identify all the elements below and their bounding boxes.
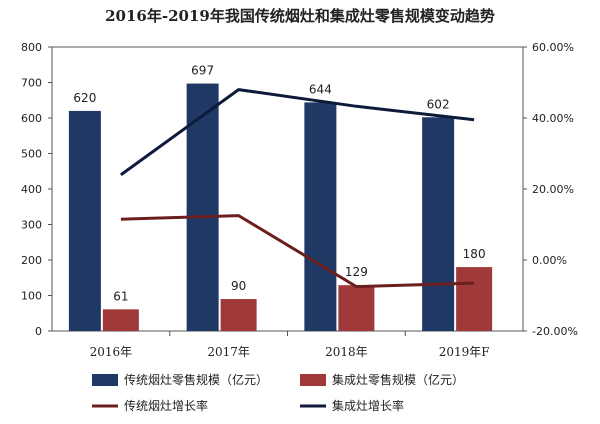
legend-traditional-growth-label: 传统烟灶增长率 [124, 398, 208, 413]
right-tick-label: 40.00% [532, 112, 574, 125]
right-tick-label: 60.00% [532, 41, 574, 54]
category-label: 2017年 [207, 345, 250, 359]
legend: 传统烟灶零售规模（亿元） 集成灶零售规模（亿元） 传统烟灶增长率 集成灶增长率 [92, 372, 464, 413]
data-label-traditional-stove: 644 [309, 82, 332, 96]
data-label-integrated-stove: 180 [463, 247, 486, 261]
bar-traditional-stove [422, 117, 455, 331]
bar-integrated-stove [220, 299, 257, 331]
right-axis: -20.00% 0.00% 20.00% 40.00% 60.00% [523, 41, 578, 338]
legend-integrated-stove-swatch [300, 374, 326, 386]
left-tick-label: 0 [35, 325, 42, 338]
legend-traditional-stove-swatch [92, 374, 118, 386]
left-tick-label: 200 [21, 254, 42, 267]
legend-traditional-stove-label: 传统烟灶零售规模（亿元） [124, 372, 268, 387]
category-axis: 2016年 2017年 2018年 2019年F [90, 331, 490, 359]
data-label-traditional-stove: 620 [73, 91, 96, 105]
category-label: 2018年 [325, 345, 368, 359]
left-tick-label: 600 [21, 112, 42, 125]
line-integrated-growth [120, 88, 475, 177]
line-marks [120, 88, 475, 289]
left-axis: 0 100 200 300 400 500 600 700 800 [21, 41, 52, 338]
data-label-traditional-stove: 697 [191, 64, 214, 78]
left-tick-label: 500 [21, 148, 42, 161]
left-tick-label: 700 [21, 77, 42, 90]
bar-traditional-stove [186, 83, 219, 331]
data-label-integrated-stove: 61 [113, 289, 128, 303]
legend-integrated-stove-label: 集成灶零售规模（亿元） [332, 372, 464, 387]
bar-integrated-stove [456, 267, 493, 331]
bar-integrated-stove [338, 285, 375, 331]
bar-traditional-stove [304, 102, 337, 331]
right-tick-label: -20.00% [532, 325, 578, 338]
bar-integrated-stove [102, 309, 139, 331]
bar-marks [68, 83, 493, 332]
left-tick-label: 800 [21, 41, 42, 54]
right-tick-label: 0.00% [532, 254, 567, 267]
data-labels: 620 61 697 90 644 129 602 180 [73, 64, 485, 304]
left-tick-label: 400 [21, 183, 42, 196]
category-label: 2019年F [439, 345, 490, 359]
line-traditional-growth [120, 214, 475, 289]
chart-title: 2016年-2019年我国传统烟灶和集成灶零售规模变动趋势 [105, 7, 495, 25]
left-tick-label: 100 [21, 290, 42, 303]
left-tick-label: 300 [21, 219, 42, 232]
data-label-integrated-stove: 90 [231, 279, 246, 293]
legend-integrated-growth-label: 集成灶增长率 [332, 398, 404, 413]
data-label-traditional-stove: 602 [427, 97, 450, 111]
bar-traditional-stove [68, 110, 101, 332]
data-label-integrated-stove: 129 [345, 265, 368, 279]
category-label: 2016年 [90, 345, 133, 359]
right-tick-label: 20.00% [532, 183, 574, 196]
